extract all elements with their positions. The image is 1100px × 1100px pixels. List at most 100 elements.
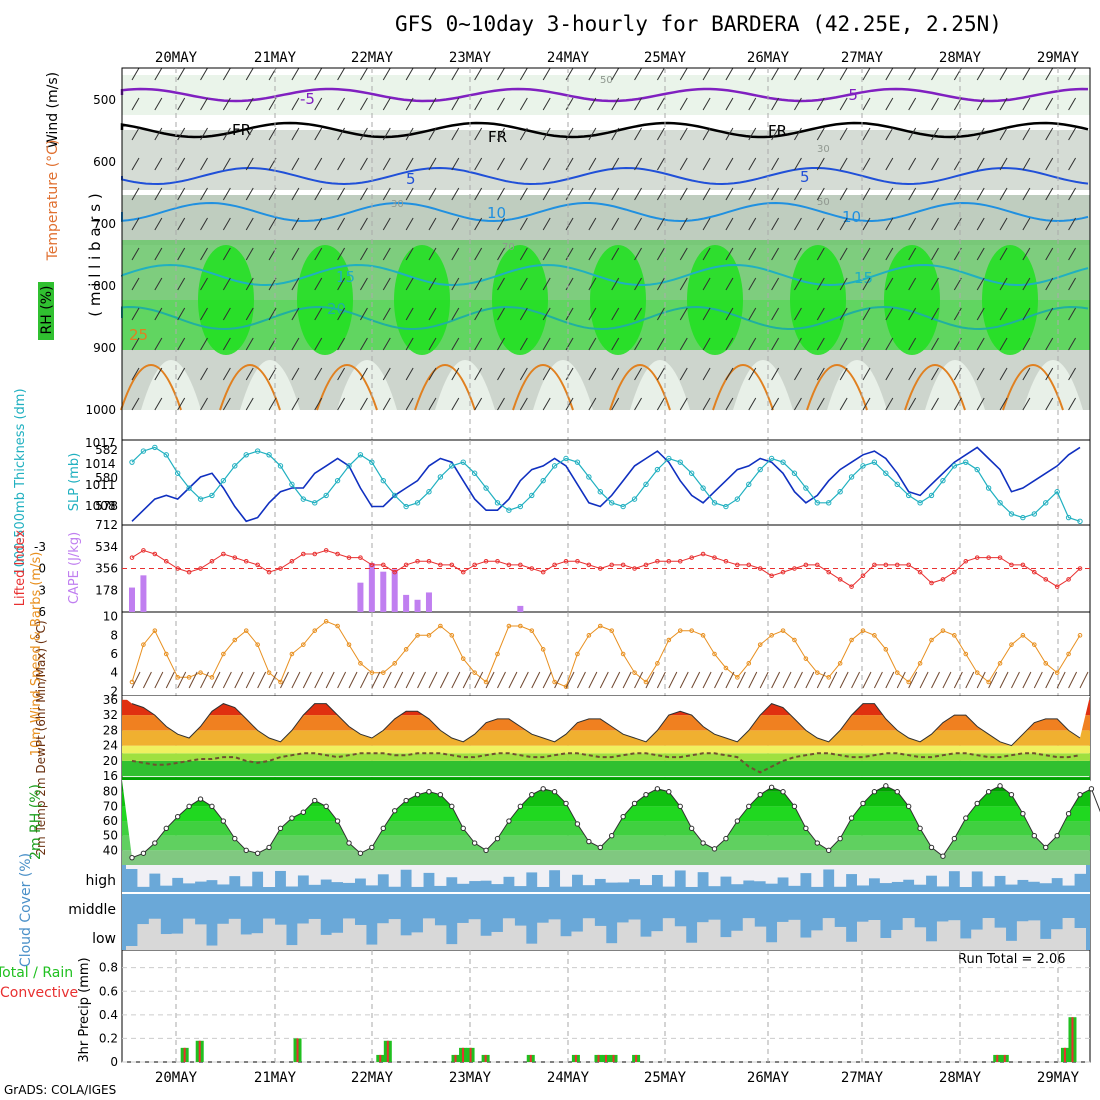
slp-point <box>1031 511 1038 517</box>
cloud-low <box>502 918 515 950</box>
wind-barb <box>291 367 300 381</box>
wind-barb <box>771 247 780 261</box>
rh-point <box>529 791 535 798</box>
wind-barb <box>771 187 780 201</box>
wind-barb <box>382 337 391 351</box>
x-tick-label-top: 23MAY <box>449 50 492 66</box>
wind-barb <box>725 157 734 171</box>
wind-barb <box>839 397 848 411</box>
temp-contour-25 <box>712 364 774 411</box>
wind-barb <box>291 127 300 141</box>
wind-barb <box>1068 397 1077 411</box>
slp-point <box>289 481 295 488</box>
wind-barb <box>702 277 711 291</box>
wind-barb <box>405 247 414 261</box>
precip-convective-bar <box>484 1054 487 1062</box>
wind-barb <box>862 157 871 171</box>
wind10m-point <box>266 670 272 675</box>
wind-barb <box>748 367 757 381</box>
rh-point <box>346 840 352 846</box>
precip-tick: 0.2 <box>99 1031 118 1045</box>
wind-barb <box>382 397 391 411</box>
wind-barb <box>725 217 734 231</box>
rh-point <box>323 803 329 810</box>
wind-barb <box>839 277 848 291</box>
lifted-index-point <box>278 566 283 571</box>
cloud-low <box>308 918 321 950</box>
wind-barb <box>953 127 962 141</box>
wind-barb <box>702 157 711 171</box>
wind-barb <box>405 277 414 291</box>
wind-barb <box>976 187 985 201</box>
wind10m-point <box>974 670 980 675</box>
rh-tick: 40 <box>103 843 118 857</box>
lifted-index-point <box>883 562 889 568</box>
rh-point <box>654 786 661 792</box>
slp-point <box>791 470 798 476</box>
lifted-index-point <box>815 562 820 568</box>
rh-point <box>643 791 649 798</box>
precip-convective-bar <box>612 1054 615 1062</box>
rh-point <box>985 789 992 795</box>
wind-barb <box>794 247 802 261</box>
wind10m-point <box>163 651 169 657</box>
wind-barb <box>222 67 231 81</box>
lifted-index-point <box>620 562 626 568</box>
wind-barb <box>382 367 391 381</box>
wind-barb <box>794 67 802 81</box>
precip-axis-label: 3hr Precip (mm) <box>77 957 92 1062</box>
rh-band-1 <box>122 130 1090 190</box>
wind10m-point <box>392 661 397 666</box>
rh-point <box>997 783 1003 789</box>
lifted-index-point <box>460 569 466 575</box>
cape-bar <box>357 582 364 612</box>
wind-barb <box>679 97 688 111</box>
wind10m-barb <box>405 671 415 689</box>
slp-tick-label: 1008 <box>85 499 116 513</box>
wind10m-barb <box>691 671 701 689</box>
wind-barb <box>177 367 186 381</box>
wind-barb <box>131 367 140 381</box>
slp-point <box>688 470 695 476</box>
wind-barb <box>976 367 985 381</box>
wind-barb <box>519 247 528 261</box>
slp-point <box>1065 514 1072 521</box>
wind10m-barb <box>348 671 358 689</box>
wind-barb <box>131 247 140 261</box>
wind10m-point <box>369 670 375 675</box>
cloud-low <box>708 919 721 950</box>
wind-barb <box>702 67 711 81</box>
cape-bar <box>380 571 387 612</box>
wind10m-tick: 2 <box>110 684 118 698</box>
wind-barb <box>702 247 711 261</box>
cloud-high-gap <box>126 865 138 869</box>
wind-barb <box>725 247 734 261</box>
rh-point <box>129 854 135 861</box>
pressure-tick: 1000 <box>85 403 116 417</box>
precip-convective-bar <box>1063 1047 1066 1062</box>
temp-contour-10 <box>121 201 1089 223</box>
wind-barb <box>679 187 688 201</box>
rh-point <box>449 803 455 810</box>
rh-point <box>380 825 386 832</box>
wind-barb <box>702 397 711 411</box>
cloud-high-gap <box>560 865 573 887</box>
cape-bar <box>140 575 147 612</box>
wind10m-barb <box>576 671 586 689</box>
wind-barb <box>291 187 300 201</box>
rh-point <box>209 803 215 810</box>
wind10m-barb <box>382 671 392 689</box>
wind10m-point <box>872 633 877 638</box>
wind-barb <box>245 367 254 381</box>
rh-point <box>791 803 798 810</box>
wind-barb <box>816 307 825 321</box>
slp-point <box>631 496 638 502</box>
slp-point <box>768 455 775 462</box>
cloud-high-gap <box>914 865 927 885</box>
rh-tick: 50 <box>103 829 118 843</box>
cloud-low <box>948 920 961 950</box>
cloud-low <box>1074 928 1086 950</box>
lifted-index-point <box>837 577 843 582</box>
cloud-high-gap <box>982 865 995 887</box>
wind-barb <box>816 277 825 291</box>
